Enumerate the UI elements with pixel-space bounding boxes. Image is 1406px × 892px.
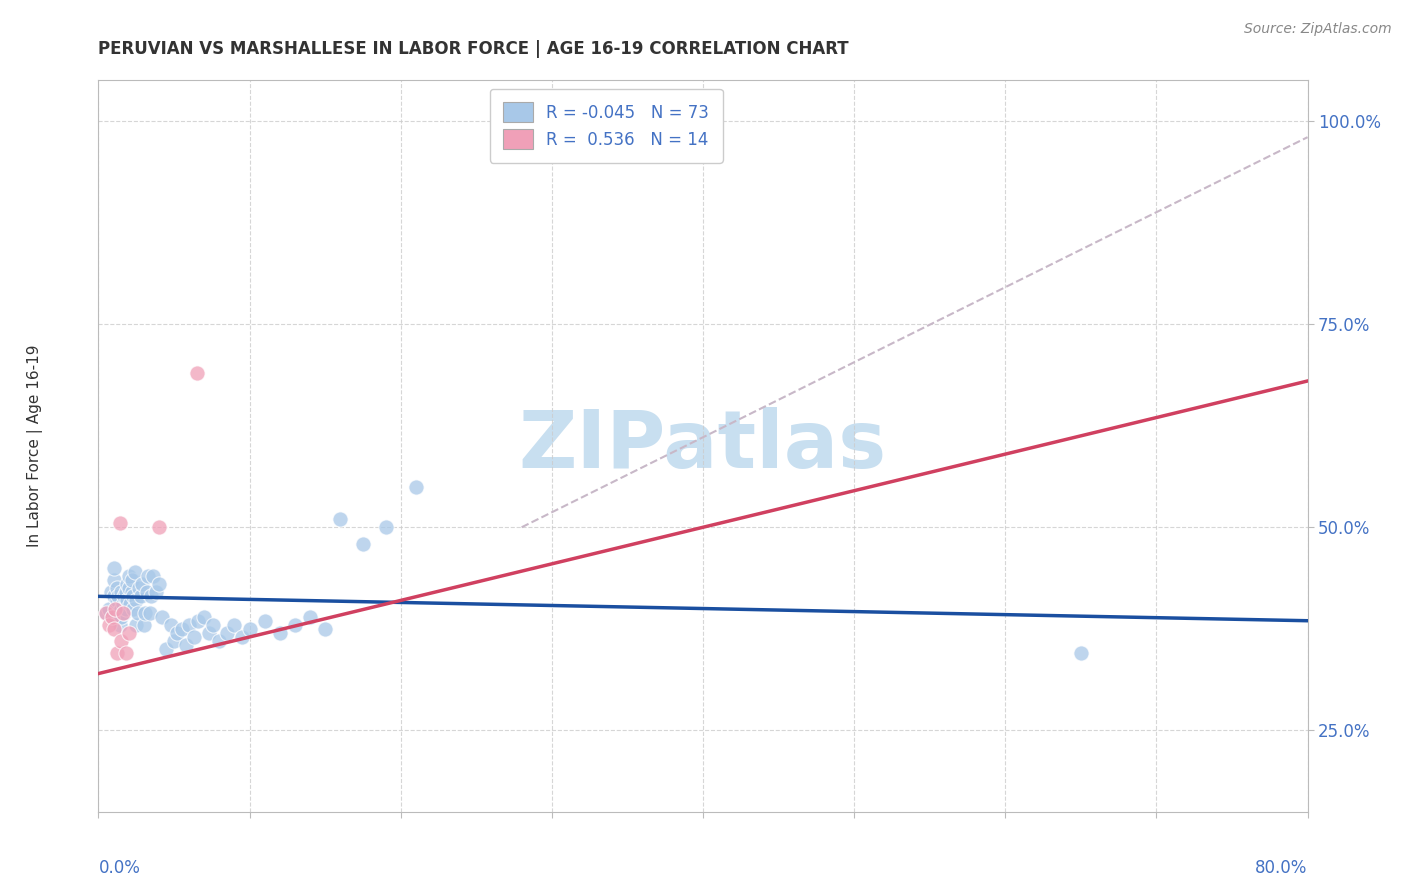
Point — [128, 581, 150, 595]
Point — [150, 609, 173, 624]
Point — [110, 634, 132, 648]
Point — [122, 601, 145, 615]
Point — [174, 638, 197, 652]
Legend: R = -0.045   N = 73, R =  0.536   N = 14: R = -0.045 N = 73, R = 0.536 N = 14 — [489, 88, 723, 162]
Point — [114, 585, 136, 599]
Point — [94, 606, 117, 620]
Point — [269, 626, 291, 640]
Point — [112, 590, 135, 604]
Point — [115, 593, 138, 607]
Text: Source: ZipAtlas.com: Source: ZipAtlas.com — [1244, 22, 1392, 37]
Point — [145, 585, 167, 599]
Point — [183, 630, 205, 644]
Point — [124, 565, 146, 579]
Point — [100, 585, 122, 599]
Point — [110, 585, 132, 599]
Point — [122, 590, 145, 604]
Point — [134, 606, 156, 620]
Point — [132, 617, 155, 632]
Point — [107, 606, 129, 620]
Point — [299, 609, 322, 624]
Point — [136, 569, 159, 583]
Point — [103, 590, 125, 604]
Point — [135, 585, 157, 599]
Point — [215, 626, 238, 640]
Point — [314, 622, 336, 636]
Point — [118, 626, 141, 640]
Point — [177, 617, 201, 632]
Text: In Labor Force | Age 16-19: In Labor Force | Age 16-19 — [27, 344, 44, 548]
Point — [155, 642, 177, 657]
Point — [104, 609, 127, 624]
Point — [108, 617, 131, 632]
Point — [253, 614, 276, 628]
Point — [186, 366, 208, 380]
Point — [105, 593, 128, 607]
Point — [112, 606, 135, 620]
Point — [118, 581, 141, 595]
Point — [94, 606, 117, 620]
Point — [125, 617, 148, 632]
Point — [166, 626, 188, 640]
Point — [139, 606, 162, 620]
Point — [131, 577, 153, 591]
Point — [101, 609, 124, 624]
Point — [352, 536, 374, 550]
Point — [148, 577, 170, 591]
Point — [148, 520, 170, 534]
Point — [114, 646, 136, 660]
Point — [187, 614, 209, 628]
Point — [142, 569, 165, 583]
Point — [111, 598, 134, 612]
Point — [202, 617, 225, 632]
Point — [107, 590, 129, 604]
Point — [197, 626, 219, 640]
Text: ZIPatlas: ZIPatlas — [519, 407, 887, 485]
Point — [103, 573, 125, 587]
Point — [108, 516, 131, 531]
Point — [118, 569, 141, 583]
Point — [129, 590, 152, 604]
Point — [114, 601, 136, 615]
Point — [127, 606, 149, 620]
Point — [224, 821, 246, 835]
Point — [125, 593, 148, 607]
Point — [405, 480, 427, 494]
Point — [121, 573, 143, 587]
Point — [239, 622, 262, 636]
Point — [115, 577, 138, 591]
Point — [103, 622, 125, 636]
Point — [208, 634, 231, 648]
Point — [120, 598, 142, 612]
Point — [1070, 646, 1092, 660]
Point — [160, 617, 183, 632]
Point — [170, 622, 193, 636]
Point — [104, 601, 127, 615]
Point — [98, 617, 121, 632]
Point — [105, 646, 128, 660]
Point — [121, 585, 143, 599]
Point — [111, 606, 134, 620]
Point — [193, 609, 215, 624]
Point — [98, 601, 121, 615]
Point — [284, 617, 307, 632]
Point — [163, 634, 186, 648]
Point — [224, 617, 246, 632]
Point — [231, 630, 253, 644]
Text: 0.0%: 0.0% — [98, 859, 141, 877]
Point — [105, 581, 128, 595]
Point — [141, 590, 163, 604]
Text: 80.0%: 80.0% — [1256, 859, 1308, 877]
Text: PERUVIAN VS MARSHALLESE IN LABOR FORCE | AGE 16-19 CORRELATION CHART: PERUVIAN VS MARSHALLESE IN LABOR FORCE |… — [98, 40, 849, 58]
Point — [110, 609, 132, 624]
Point — [103, 561, 125, 575]
Point — [329, 512, 352, 526]
Point — [110, 601, 132, 615]
Point — [374, 520, 396, 534]
